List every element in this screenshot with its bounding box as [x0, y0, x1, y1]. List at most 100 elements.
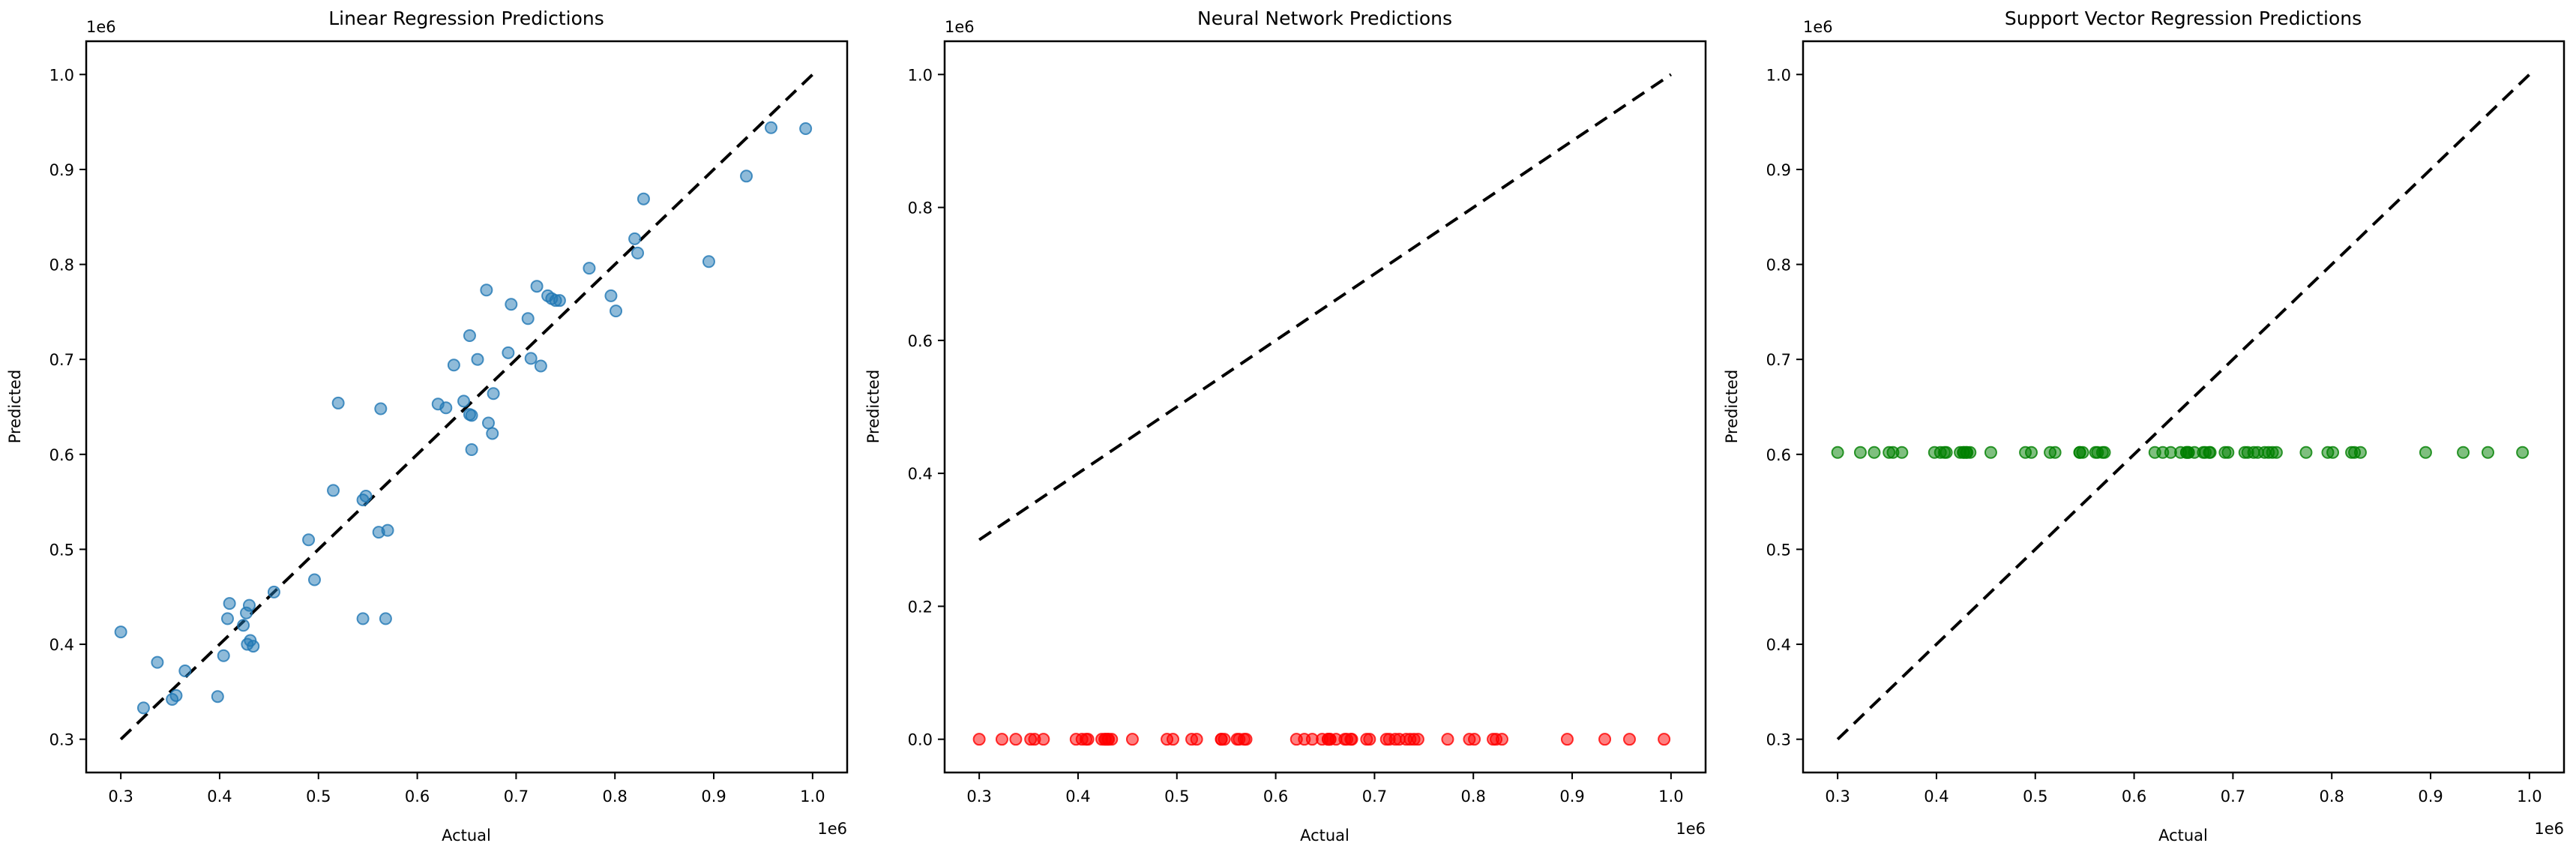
- data-point: [505, 298, 518, 311]
- data-point: [457, 394, 471, 408]
- x-tick-label: 0.7: [2221, 788, 2245, 806]
- axes-group: 0.3 0.4 0.5 0.6 0.7 0.8 0.9 1.0 0.3 0.4 0.5 0.6 0.7 0…: [1766, 40, 2566, 806]
- data-point: [223, 597, 236, 610]
- data-point: [1658, 733, 1671, 746]
- data-point: [486, 427, 499, 440]
- data-point: [995, 733, 1008, 746]
- y-tick-label: 0.8: [49, 256, 74, 274]
- x-tick-label: 1.0: [2517, 788, 2542, 806]
- plot-border: [85, 40, 849, 774]
- data-point: [237, 619, 250, 632]
- plot-title: Linear Regression Predictions: [328, 8, 604, 29]
- y-tick-label: 0.6: [1766, 446, 1791, 464]
- data-point: [2269, 446, 2283, 459]
- x-tick-label: 0.3: [1825, 788, 1850, 806]
- data-point: [374, 402, 388, 416]
- x-tick-label: 0.9: [701, 788, 726, 806]
- data-point: [1853, 446, 1867, 459]
- x-tick-label: 0.6: [405, 788, 430, 806]
- y-axis-offset-text: 1e6: [945, 18, 975, 36]
- data-point: [1081, 733, 1095, 746]
- y-tick-label: 0.4: [908, 465, 933, 483]
- data-point: [1345, 733, 1358, 746]
- x-axis-offset-text: 1e6: [1676, 820, 1706, 838]
- x-tick-label: 1.0: [800, 788, 825, 806]
- x-tick-label: 0.4: [207, 788, 232, 806]
- identity-line: [978, 73, 1672, 542]
- y-tick-label: 0.0: [908, 731, 933, 749]
- data-point: [2221, 446, 2235, 459]
- plot-border: [943, 40, 1707, 774]
- data-point: [169, 688, 183, 702]
- x-axis-label: Actual: [1300, 826, 1349, 844]
- x-tick-label: 0.9: [2418, 788, 2443, 806]
- x-tick-label: 0.3: [966, 788, 991, 806]
- y-axis-label: Predicted: [6, 370, 24, 444]
- data-point: [136, 701, 150, 715]
- data-point: [521, 312, 535, 326]
- data-point: [524, 352, 538, 365]
- data-point: [178, 664, 192, 678]
- data-point: [2299, 446, 2313, 459]
- data-point: [631, 246, 645, 260]
- data-point: [530, 280, 544, 293]
- y-tick-label: 1.0: [908, 66, 933, 84]
- y-axis-offset-text: 1e6: [1803, 18, 1833, 36]
- y-tick-label: 0.9: [49, 161, 74, 179]
- x-tick-label: 0.7: [504, 788, 529, 806]
- data-point: [1939, 446, 1953, 459]
- y-tick-label: 0.4: [49, 636, 74, 654]
- data-point: [359, 490, 373, 503]
- identity-line: [1836, 73, 2531, 741]
- y-tick-label: 0.6: [908, 332, 933, 350]
- y-tick-label: 1.0: [1766, 66, 1791, 84]
- data-point: [480, 284, 493, 297]
- data-point: [2353, 446, 2367, 459]
- x-tick-label: 0.8: [2320, 788, 2344, 806]
- data-point: [327, 484, 340, 497]
- y-tick-label: 0.4: [1766, 636, 1791, 654]
- y-tick-label: 0.6: [49, 446, 74, 464]
- data-point: [637, 192, 650, 206]
- data-point: [972, 733, 986, 746]
- data-point: [2203, 446, 2217, 459]
- y-axis-offset-text: 1e6: [86, 18, 116, 36]
- data-point: [1363, 733, 1376, 746]
- data-point: [1560, 733, 1574, 746]
- data-point: [2048, 446, 2062, 459]
- data-point: [1218, 733, 1231, 746]
- data-point: [1441, 733, 1454, 746]
- y-tick-label: 0.3: [49, 731, 74, 749]
- data-point: [331, 396, 345, 410]
- data-point: [221, 612, 234, 626]
- data-point: [151, 656, 164, 669]
- data-point: [2098, 446, 2111, 459]
- y-tick-label: 0.5: [1766, 541, 1791, 559]
- data-point: [1190, 733, 1203, 746]
- data-point: [465, 409, 478, 422]
- data-point: [247, 640, 260, 653]
- data-point: [604, 289, 618, 302]
- data-point: [1411, 733, 1424, 746]
- data-point: [2025, 446, 2038, 459]
- subplot-neural-network: Neural Network Predictions 1e6 0.3 0.4 0.5…: [864, 8, 1707, 844]
- data-point: [1037, 733, 1050, 746]
- y-tick-label: 0.5: [49, 541, 74, 559]
- data-point: [628, 232, 642, 245]
- data-point: [534, 359, 547, 373]
- data-point: [471, 352, 484, 366]
- subplot-linear-regression: Linear Regression Predictions 1e6 0.3 0.4…: [6, 8, 849, 844]
- axes-group: 0.3 0.4 0.5 0.6 0.7 0.8 0.9 1.0 0.3 0.4 0.5 0.6 0.7 0…: [49, 40, 849, 806]
- data-point: [2419, 446, 2432, 459]
- data-point: [487, 387, 500, 400]
- data-point: [482, 416, 495, 430]
- data-point: [2516, 446, 2530, 459]
- data-point: [1009, 733, 1023, 746]
- identity-line: [119, 73, 814, 741]
- data-point: [267, 585, 280, 598]
- data-point: [740, 170, 753, 183]
- x-tick-label: 0.8: [1461, 788, 1486, 806]
- x-tick-label: 0.6: [1263, 788, 1288, 806]
- data-point: [381, 524, 394, 537]
